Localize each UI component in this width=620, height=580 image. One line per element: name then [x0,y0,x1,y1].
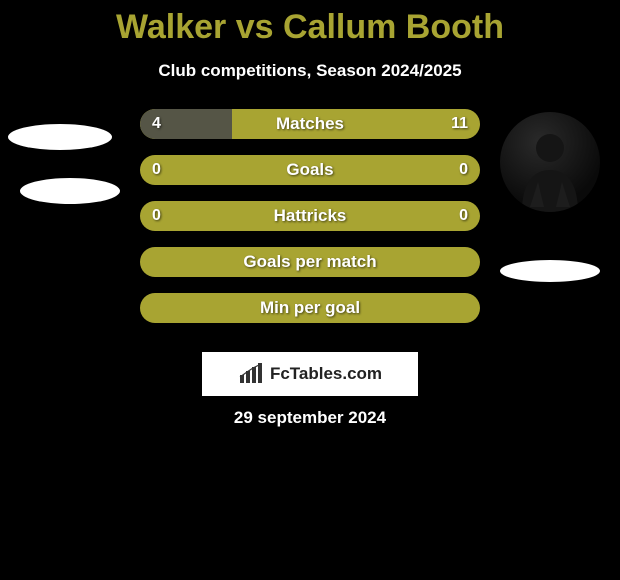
stat-bar: Goals per match [140,247,480,277]
stat-bar-label: Matches [140,109,480,139]
stat-bar-left-value: 0 [152,155,161,185]
stat-bar-left-value: 4 [152,109,161,139]
stat-bar-left-value: 0 [152,201,161,231]
player-right-avatar [500,112,600,212]
stat-bar: Min per goal [140,293,480,323]
stat-bar: Matches4 11 [140,109,480,139]
decorative-ellipse [20,178,120,204]
bar-chart-icon [238,363,266,385]
stat-bar: Goals0 0 [140,155,480,185]
stat-bar-label: Goals per match [140,247,480,277]
stat-bar-right-value: 11 [451,109,468,139]
comparison-subtitle: Club competitions, Season 2024/2025 [0,61,620,81]
stat-bar-right-value: 0 [459,155,468,185]
stat-bar-right-value: 0 [459,201,468,231]
stat-bar-label: Goals [140,155,480,185]
logo-text: FcTables.com [270,364,382,384]
stat-bar: Hattricks0 0 [140,201,480,231]
stat-bar-label: Min per goal [140,293,480,323]
avatar-circle [500,112,600,212]
decorative-ellipse [500,260,600,282]
stat-bar-label: Hattricks [140,201,480,231]
decorative-ellipse [8,124,112,150]
bars-container: Matches411Goals00Hattricks00Goals per ma… [140,109,480,339]
player-silhouette-icon [500,112,600,212]
comparison-title: Walker vs Callum Booth [0,0,620,47]
snapshot-date: 29 september 2024 [0,408,620,428]
source-logo: FcTables.com [202,352,418,396]
